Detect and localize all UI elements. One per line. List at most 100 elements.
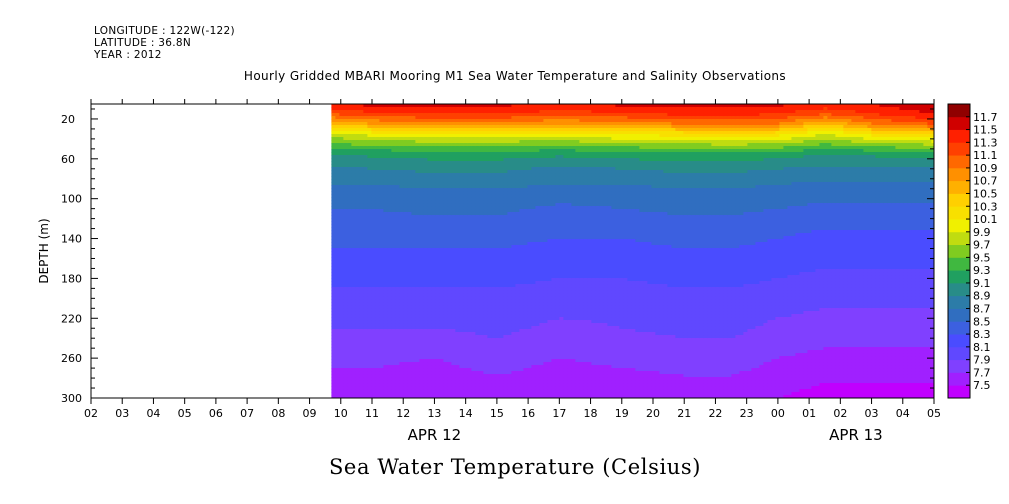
- heatmap-cell: [471, 185, 476, 189]
- heatmap-cell: [343, 176, 348, 180]
- heatmap-cell: [503, 359, 508, 363]
- heatmap-cell: [335, 218, 340, 222]
- heatmap-cell: [483, 233, 488, 237]
- heatmap-cell: [331, 368, 336, 372]
- heatmap-cell: [431, 191, 436, 195]
- heatmap-cell: [519, 194, 524, 198]
- heatmap-cell: [499, 287, 504, 291]
- heatmap-cell: [371, 356, 376, 360]
- heatmap-cell: [359, 119, 364, 123]
- heatmap-cell: [367, 356, 372, 360]
- heatmap-cell: [363, 314, 368, 318]
- heatmap-cell: [387, 338, 392, 342]
- heatmap-cell: [495, 176, 500, 180]
- heatmap-cell: [395, 230, 400, 234]
- heatmap-cell: [483, 188, 488, 192]
- heatmap-cell: [447, 251, 452, 255]
- heatmap-cell: [355, 308, 360, 312]
- heatmap-cell: [447, 377, 452, 381]
- heatmap-cell: [415, 302, 420, 306]
- heatmap-cell: [527, 362, 532, 366]
- heatmap-cell: [455, 143, 460, 147]
- heatmap-cell: [427, 332, 432, 336]
- heatmap-cell: [363, 179, 368, 183]
- heatmap-cell: [435, 113, 440, 117]
- heatmap-cell: [511, 215, 516, 219]
- heatmap-cell: [331, 128, 336, 132]
- heatmap-cell: [499, 317, 504, 321]
- heatmap-cell: [403, 146, 408, 150]
- heatmap-cell: [395, 386, 400, 390]
- heatmap-cell: [503, 392, 508, 396]
- heatmap-cell: [515, 149, 520, 153]
- heatmap-cell: [351, 335, 356, 339]
- heatmap-cell: [367, 302, 372, 306]
- heatmap-cell: [371, 347, 376, 351]
- heatmap-cell: [483, 200, 488, 204]
- heatmap-cell: [531, 338, 536, 342]
- heatmap-cell: [479, 326, 484, 330]
- heatmap-cell: [471, 203, 476, 207]
- heatmap-cell: [503, 242, 508, 246]
- heatmap-cell: [347, 302, 352, 306]
- heatmap-cell: [511, 368, 516, 372]
- heatmap-cell: [507, 191, 512, 195]
- heatmap-cell: [399, 278, 404, 282]
- heatmap-cell: [443, 350, 448, 354]
- heatmap-cell: [403, 200, 408, 204]
- heatmap-cell: [387, 302, 392, 306]
- heatmap-cell: [383, 236, 388, 240]
- heatmap-cell: [347, 143, 352, 147]
- heatmap-cell: [519, 266, 524, 270]
- heatmap-cell: [467, 221, 472, 225]
- heatmap-cell: [407, 266, 412, 270]
- heatmap-cell: [523, 347, 528, 351]
- heatmap-cell: [475, 134, 480, 138]
- heatmap-cell: [355, 212, 360, 216]
- heatmap-cell: [459, 272, 464, 276]
- heatmap-cell: [391, 335, 396, 339]
- heatmap-cell: [379, 377, 384, 381]
- heatmap-cell: [487, 269, 492, 273]
- heatmap-cell: [355, 209, 360, 213]
- heatmap-cell: [447, 350, 452, 354]
- heatmap-cell: [371, 116, 376, 120]
- heatmap-cell: [475, 293, 480, 297]
- heatmap-cell: [471, 209, 476, 213]
- heatmap-cell: [495, 338, 500, 342]
- heatmap-cell: [335, 110, 340, 114]
- heatmap-cell: [523, 140, 528, 144]
- heatmap-cell: [483, 368, 488, 372]
- heatmap-cell: [335, 203, 340, 207]
- heatmap-cell: [475, 221, 480, 225]
- heatmap-cell: [451, 158, 456, 162]
- heatmap-cell: [331, 332, 336, 336]
- heatmap-cell: [383, 155, 388, 159]
- heatmap-cell: [371, 182, 376, 186]
- heatmap-cell: [343, 284, 348, 288]
- heatmap-cell: [499, 263, 504, 267]
- heatmap-cell: [519, 257, 524, 261]
- heatmap-cell: [339, 161, 344, 165]
- heatmap-cell: [419, 281, 424, 285]
- heatmap-cell: [395, 197, 400, 201]
- heatmap-cell: [531, 158, 536, 162]
- heatmap-cell: [371, 389, 376, 393]
- heatmap-cell: [403, 227, 408, 231]
- heatmap-cell: [443, 272, 448, 276]
- heatmap-cell: [463, 140, 468, 144]
- heatmap-cell: [331, 239, 336, 243]
- heatmap-cell: [531, 215, 536, 219]
- heatmap-cell: [503, 275, 508, 279]
- heatmap-cell: [511, 125, 516, 129]
- heatmap-cell: [391, 389, 396, 393]
- heatmap-cell: [403, 239, 408, 243]
- heatmap-cell: [463, 329, 468, 333]
- heatmap-cell: [371, 242, 376, 246]
- heatmap-cell: [475, 212, 480, 216]
- heatmap-cell: [495, 212, 500, 216]
- heatmap-cell: [507, 164, 512, 168]
- heatmap-cell: [515, 236, 520, 240]
- heatmap-cell: [367, 236, 372, 240]
- heatmap-cell: [359, 281, 364, 285]
